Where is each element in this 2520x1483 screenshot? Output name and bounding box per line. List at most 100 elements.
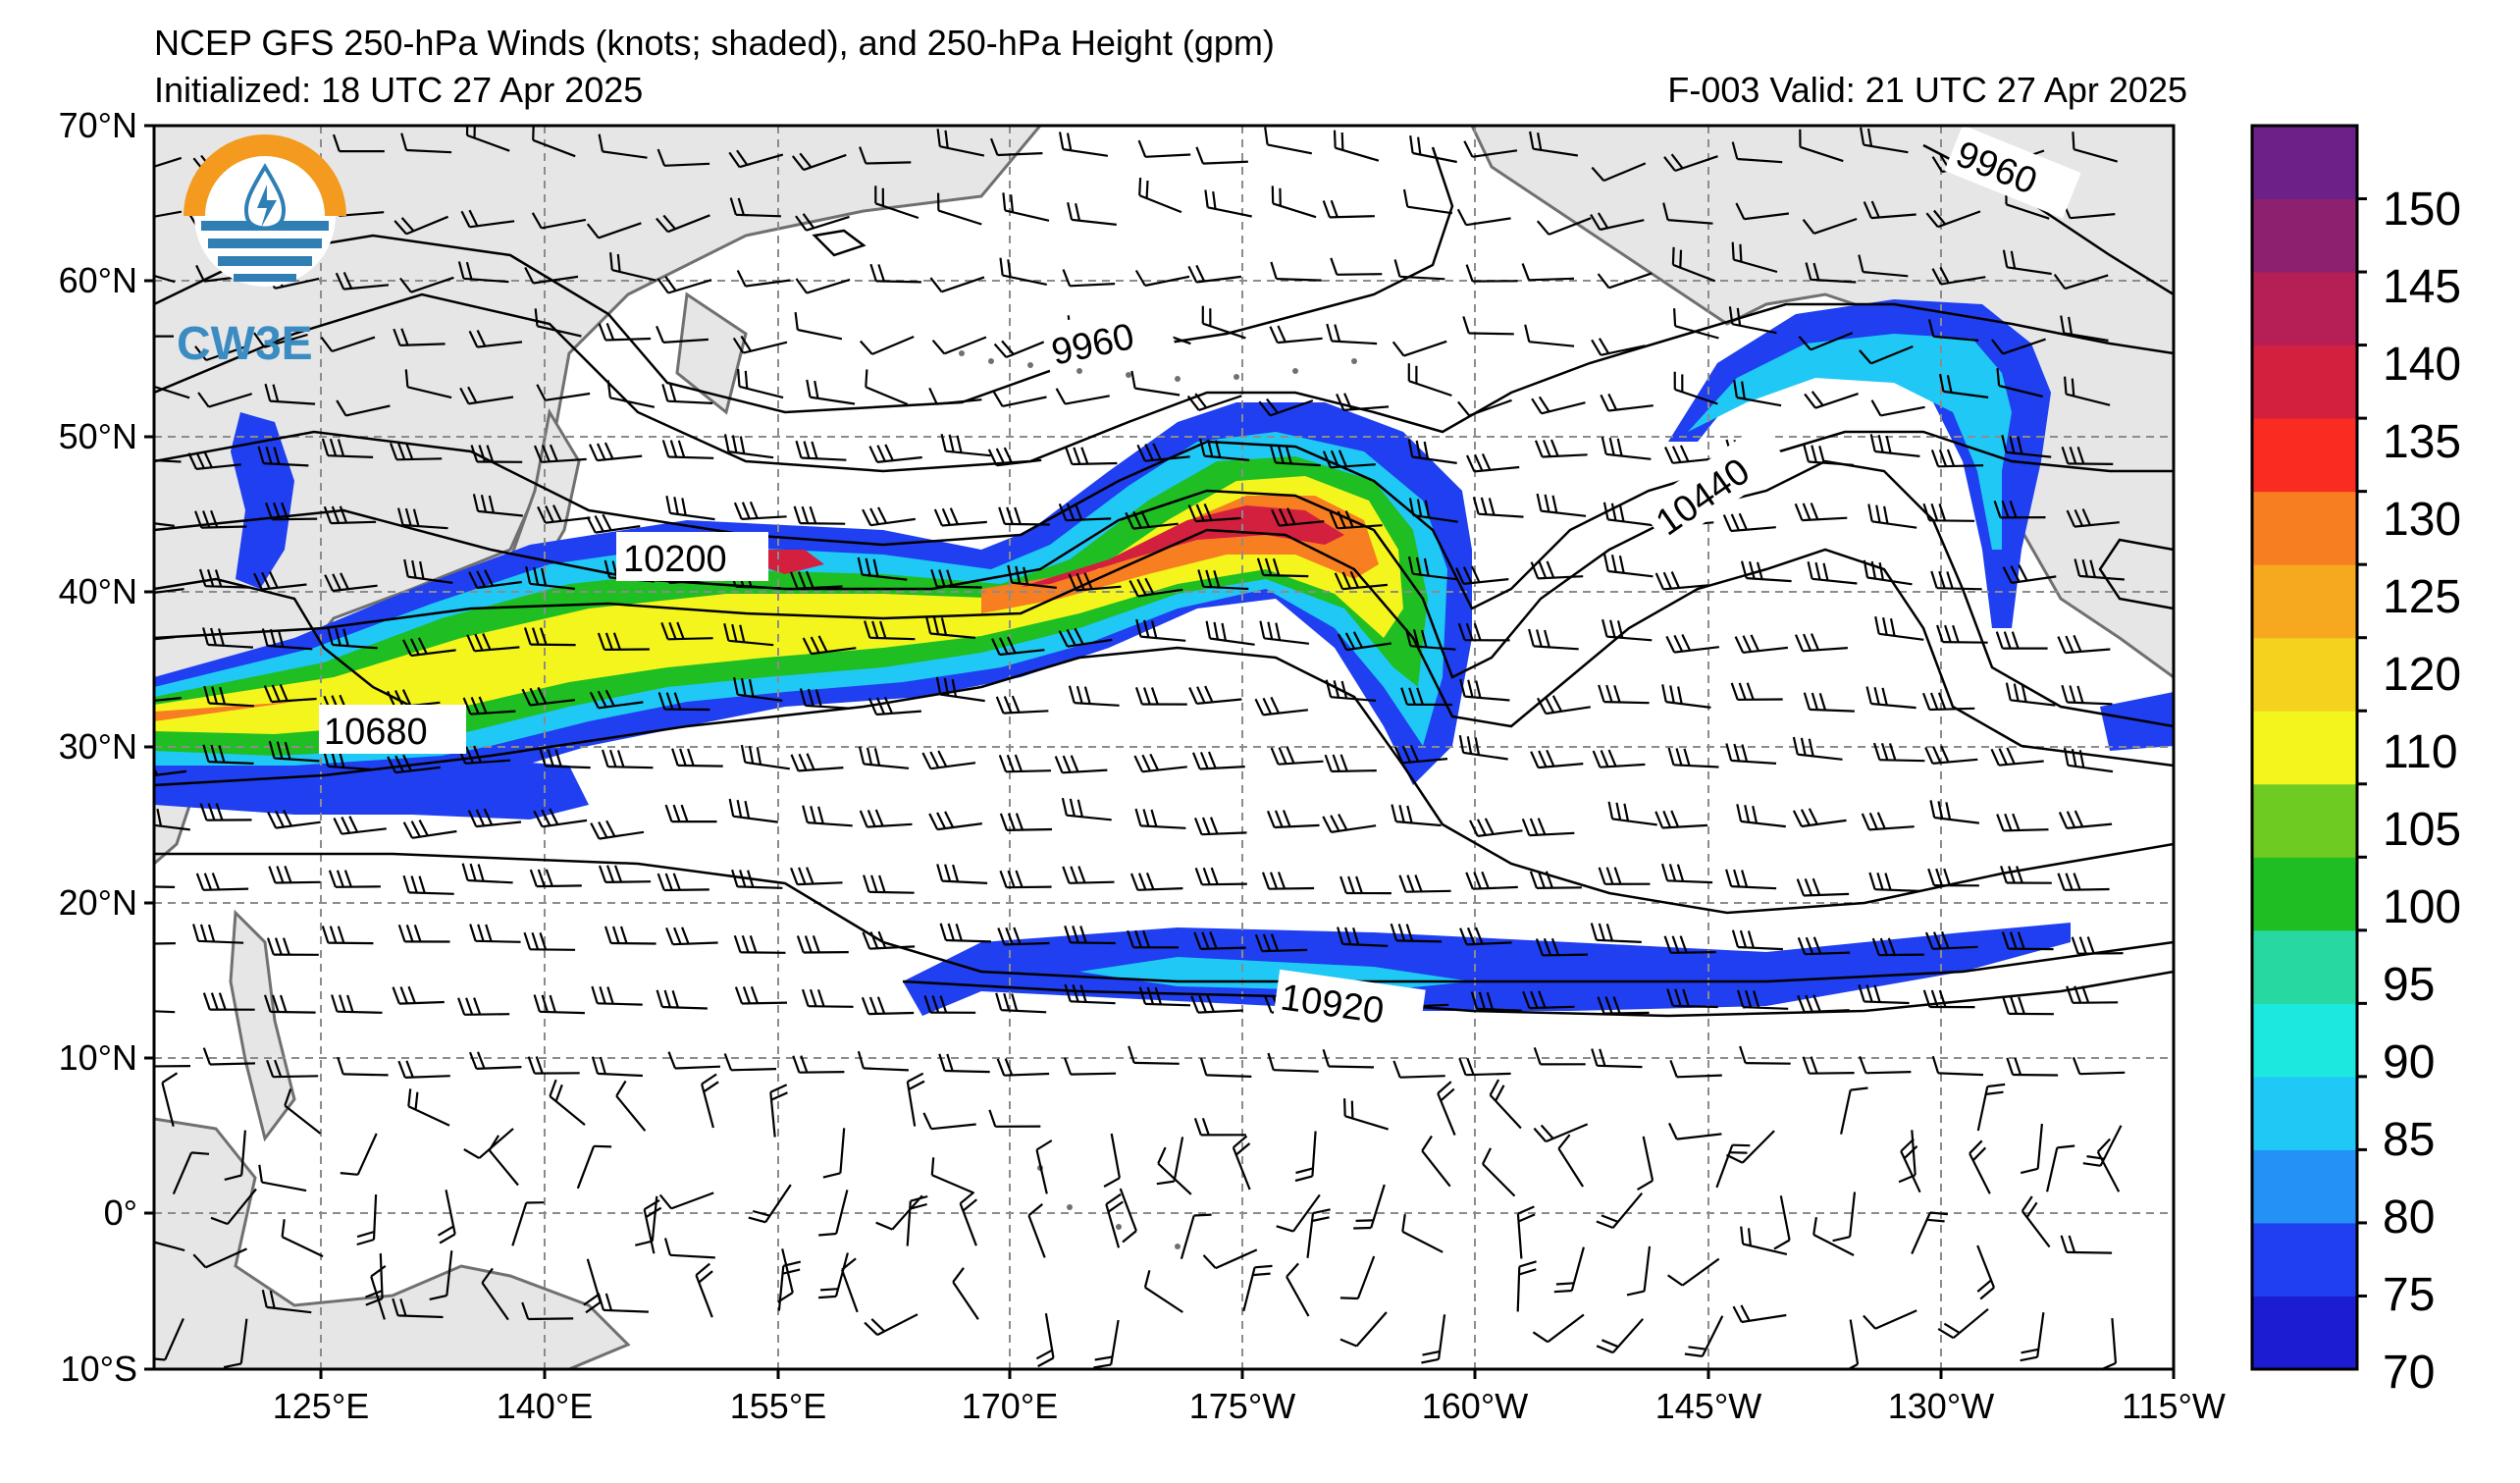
wind-barb-flag (210, 744, 218, 763)
wind-barb-flag (1127, 929, 1135, 948)
wind-barb-flag (681, 498, 687, 516)
wind-barb-flag (644, 1198, 660, 1211)
wind-barb-flag (404, 442, 414, 460)
wind-barb-flag (1662, 810, 1672, 828)
wind-barb-flag (1850, 1086, 1868, 1091)
wind-barb-flag (723, 434, 730, 452)
wind-barb-flag (1080, 447, 1089, 464)
wind-barb-flag (187, 452, 197, 470)
wind-barb-flag (1747, 1228, 1752, 1246)
wind-barb-flag (394, 690, 404, 708)
wind-barb (410, 276, 454, 293)
wind-barb-flag (1406, 805, 1413, 823)
wind-barb (345, 404, 391, 417)
wind-barb-flag (224, 1174, 242, 1181)
wind-barb-flag (1286, 746, 1295, 765)
wind-barb (1119, 1188, 1137, 1232)
wind-barb-flag (1344, 927, 1352, 945)
wind-barb-flag (1201, 1117, 1210, 1136)
wind-barb-flag (331, 505, 341, 524)
wind-barb-flag (1922, 503, 1931, 521)
wind-barb (209, 1062, 256, 1066)
wind-barb-flag (2069, 447, 2077, 464)
wind-barb-flag (261, 628, 269, 647)
wind-barb-flag (1074, 503, 1083, 520)
wind-barb-flag (1007, 813, 1017, 831)
wind-barb-flag (1805, 936, 1814, 955)
wind-barb (1745, 1062, 1791, 1065)
wind-barb-flag (1133, 755, 1144, 772)
wind-barb-flag (2058, 812, 2069, 829)
colorbar-label: 120 (2383, 649, 2461, 701)
wind-barb-flag (1339, 875, 1347, 894)
wind-barb (1215, 1248, 1258, 1270)
wind-barb (263, 333, 308, 348)
jet-sea-of-japan (231, 412, 294, 589)
wind-barb-flag (282, 937, 290, 956)
wind-barb-flag (1206, 994, 1215, 1013)
wind-barb-flag (1330, 815, 1340, 832)
wind-barb (863, 1067, 909, 1072)
wind-barb-flag (1010, 194, 1015, 213)
wind-barb-flag (1295, 1167, 1314, 1175)
wind-barb (1407, 205, 1453, 215)
wind-barb-flag (281, 1219, 286, 1238)
colorbar-label: 100 (2383, 881, 2461, 933)
wind-barb-flag (329, 926, 338, 944)
wind-barb-flag (816, 988, 825, 1007)
wind-barb (282, 1236, 324, 1258)
wind-barb (154, 769, 187, 777)
lon-label: 130°W (1888, 1386, 1994, 1426)
wind-barb-flag (681, 927, 690, 944)
wind-barb (1002, 396, 1047, 407)
wind-barb (1403, 340, 1447, 357)
wind-barb-flag (418, 819, 429, 836)
wind-barb-flag (941, 507, 951, 526)
wind-barb-flag (1481, 871, 1490, 889)
wind-barb-flag (257, 446, 265, 464)
colorbar-ticks (2357, 197, 2367, 1298)
wind-barb-flag (809, 988, 817, 1007)
wind-barb-flag (1531, 397, 1543, 414)
wind-barb-flag (586, 223, 600, 239)
wind-barb-flag (1341, 571, 1352, 589)
wind-barb-flag (1883, 505, 1889, 524)
wind-barb-flag (864, 620, 871, 639)
wind-barb-flag (594, 1144, 612, 1148)
wind-barb-flag (955, 923, 963, 941)
wind-barb (2046, 1147, 2059, 1192)
wind-barb (1741, 1130, 1775, 1164)
wind-barb (1157, 1162, 1192, 1195)
wind-barb-flag (198, 568, 207, 587)
wind-barb-flag (599, 1056, 606, 1075)
wind-barb-flag (995, 448, 1006, 465)
wind-barb-flag (2081, 508, 2091, 526)
wind-barb-flag (790, 867, 799, 885)
wind-barb-flag (1330, 199, 1339, 218)
wind-barb-flag (1535, 938, 1545, 956)
wind-barb-flag (938, 1053, 946, 1072)
wind-barb-flag (1414, 874, 1423, 892)
wind-barb-flag (1937, 692, 1947, 710)
contour-label-10680: 10680 (324, 712, 428, 753)
lon-label: 140°E (497, 1386, 593, 1426)
wind-barb-flag (1796, 878, 1806, 896)
wind-barb-flag (1976, 1279, 1992, 1293)
wind-barb-flag (1202, 1254, 1217, 1269)
wind-barb-flag (597, 690, 607, 708)
wind-barb-flag (1134, 269, 1146, 287)
wind-barb (1202, 160, 1248, 165)
wind-barb-flag (729, 197, 737, 216)
wind-barb-flag (1269, 445, 1277, 463)
wind-barb-flag (1538, 560, 1548, 579)
wind-barb (446, 1250, 453, 1297)
wind-barb-flag (1129, 873, 1139, 891)
wind-barb-flag (1437, 1081, 1452, 1094)
wind-barb-flag (1752, 805, 1759, 823)
wind-barb-flag (533, 994, 541, 1013)
wind-barb-flag (1725, 743, 1733, 762)
wind-barb (154, 823, 190, 831)
wind-barb-flag (1756, 561, 1763, 580)
wind-barb-flag (858, 746, 866, 765)
wind-barb-flag (1601, 1339, 1619, 1349)
